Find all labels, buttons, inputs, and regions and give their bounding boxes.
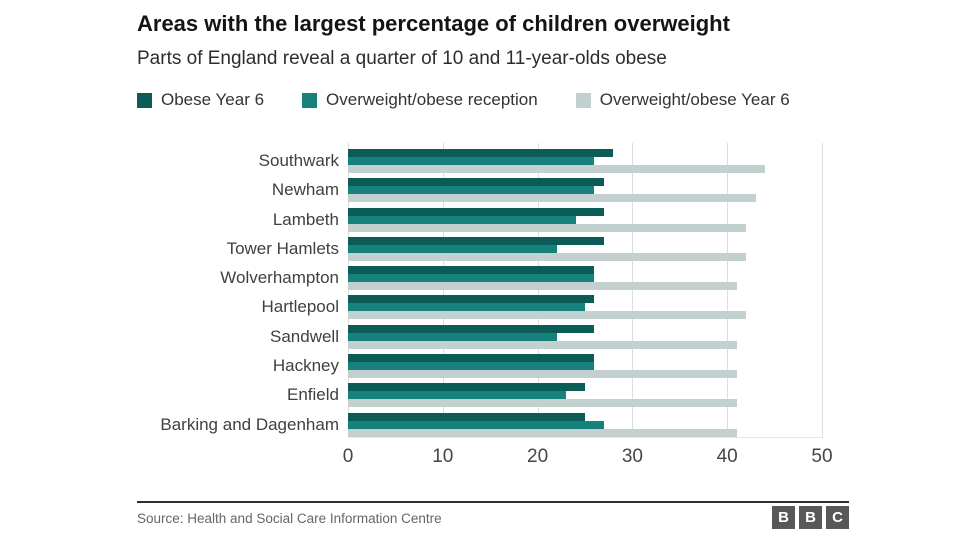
chart-row: Lambeth: [137, 207, 822, 232]
gridline: [442, 143, 444, 438]
chart-row: Enfield: [137, 383, 822, 408]
chart-row: Newham: [137, 178, 822, 203]
bar-group: [348, 266, 822, 291]
category-label: Enfield: [287, 385, 339, 405]
legend-label: Overweight/obese reception: [326, 90, 538, 109]
gridline: [632, 143, 634, 438]
category-label: Hartlepool: [261, 297, 340, 317]
bar-group: [348, 383, 822, 408]
bar-group: [348, 149, 822, 173]
bar-series-1: [348, 420, 604, 429]
legend: Obese Year 6 Overweight/obese reception Ov…: [137, 90, 790, 110]
gridline: [822, 143, 823, 438]
bar-series-0: [348, 207, 604, 216]
bar-series-1: [348, 303, 585, 312]
bar-series-0: [348, 178, 604, 187]
category-label: Southwark: [258, 151, 339, 170]
bar-group: [348, 354, 822, 379]
footer-divider: [137, 501, 849, 503]
legend-label: Overweight/obese Year 6: [599, 90, 790, 109]
chart-row: Hackney: [137, 354, 822, 379]
bar-series-1: [348, 157, 595, 165]
bar-series-1: [348, 244, 557, 253]
bar-series-1: [348, 274, 595, 283]
legend-item-1: Overweight/obese reception: [302, 90, 538, 110]
bar-series-2: [348, 282, 737, 291]
bbc-logo-letter: B: [772, 506, 795, 529]
bar-group: [348, 236, 822, 261]
bar-series-2: [348, 252, 747, 261]
bar-series-1: [348, 391, 567, 400]
bar-group: [348, 295, 822, 320]
page-title: Areas with the largest percentage of chi…: [137, 11, 730, 36]
bbc-logo-letter: B: [799, 506, 822, 529]
grid-layer: [348, 143, 823, 438]
x-tick-label: 50: [811, 446, 833, 467]
gridline: [348, 143, 349, 438]
category-label: Newham: [271, 180, 339, 200]
legend-item-2: Overweight/obese Year 6: [575, 90, 790, 110]
legend-item-0: Obese Year 6: [137, 90, 264, 110]
bar-series-0: [348, 354, 595, 363]
category-label: Hackney: [272, 356, 339, 376]
bar-series-1: [348, 362, 595, 371]
category-label: Sandwell: [270, 326, 339, 346]
chart-row: Sandwell: [137, 324, 822, 349]
chart-card: Areas with the largest percentage of chi…: [137, 0, 849, 549]
bar-series-2: [348, 311, 747, 320]
chart-row: Wolverhampton: [137, 266, 822, 291]
bar-group: [348, 412, 822, 437]
page-subtitle: Parts of England reveal a quarter of 10 …: [137, 48, 667, 69]
chart-row: Southwark: [137, 149, 822, 173]
bar-chart: Southwark Newham Lambeth Tower Hamlets Wolve…: [137, 143, 823, 438]
bar-series-2: [348, 340, 737, 349]
bar-series-2: [348, 428, 737, 437]
legend-swatch-icon: [575, 92, 591, 108]
chart-row: Tower Hamlets: [137, 236, 822, 261]
bar-series-1: [348, 186, 595, 195]
bar-series-1: [348, 332, 557, 341]
bar-series-0: [348, 149, 614, 157]
bar-group: [348, 178, 822, 203]
bar-group: [348, 207, 822, 232]
source-text: Source: Health and Social Care Informati…: [137, 511, 442, 526]
category-label: Lambeth: [272, 209, 339, 229]
chart-row: Hartlepool: [137, 295, 822, 320]
legend-swatch-icon: [137, 92, 152, 108]
category-label: Wolverhampton: [220, 268, 339, 288]
bar-series-2: [348, 370, 737, 379]
category-label: Barking and Dagenham: [160, 414, 339, 434]
bar-series-0: [348, 324, 595, 333]
x-tick-label: 30: [621, 446, 643, 467]
x-tick-label: 20: [527, 446, 549, 467]
gridline: [537, 143, 539, 438]
plot-baseline: [348, 437, 822, 438]
bar-series-1: [348, 215, 576, 224]
gridline: [727, 143, 729, 438]
bar-series-0: [348, 266, 595, 275]
bar-series-0: [348, 236, 604, 245]
legend-swatch-icon: [302, 92, 318, 108]
bar-series-0: [348, 383, 585, 392]
chart-rows: Southwark Newham Lambeth Tower Hamlets Wolve…: [137, 143, 822, 437]
bbc-logo-letter: C: [826, 506, 849, 529]
legend-label: Obese Year 6: [161, 90, 265, 109]
x-tick-label: 10: [432, 446, 454, 467]
bar-series-2: [348, 165, 766, 173]
bar-series-0: [348, 295, 595, 304]
category-label: Tower Hamlets: [226, 238, 339, 258]
bar-series-0: [348, 412, 585, 421]
x-tick-label: 40: [716, 446, 738, 467]
bar-series-2: [348, 399, 737, 408]
x-tick-label: 0: [342, 446, 354, 467]
x-axis: 0 10 20 30 40 50: [343, 446, 833, 468]
chart-row: Barking and Dagenham: [137, 412, 822, 437]
bar-series-2: [348, 194, 756, 203]
bar-series-2: [348, 223, 747, 232]
bar-group: [348, 324, 822, 349]
